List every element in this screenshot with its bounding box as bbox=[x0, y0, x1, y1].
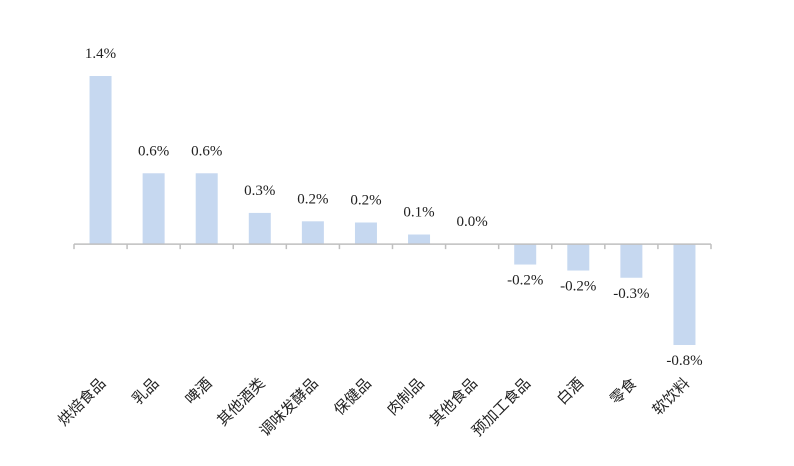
x-tick-label: 肉制品 bbox=[384, 375, 428, 419]
x-tick-label: 啤酒 bbox=[182, 375, 215, 408]
bar bbox=[620, 244, 643, 278]
x-tick-label: 其他酒类 bbox=[214, 375, 268, 429]
data-label: 0.1% bbox=[403, 205, 434, 221]
data-label: 0.6% bbox=[138, 143, 169, 159]
data-label: -0.2% bbox=[560, 279, 596, 295]
x-tick-label: 烘焙食品 bbox=[55, 375, 109, 429]
data-label: 0.2% bbox=[350, 193, 381, 209]
x-tick-label: 调味发酵品 bbox=[257, 375, 322, 440]
x-tick-label: 保健品 bbox=[331, 375, 375, 419]
x-tick-label: 乳品 bbox=[129, 375, 162, 408]
x-tick-label: 零食 bbox=[607, 375, 640, 408]
data-label: -0.2% bbox=[507, 273, 543, 289]
x-tick-label: 软饮料 bbox=[649, 375, 693, 419]
bar bbox=[673, 244, 696, 345]
data-label: -0.3% bbox=[613, 286, 649, 302]
bar bbox=[301, 221, 324, 245]
data-label: 0.3% bbox=[244, 183, 275, 199]
bar bbox=[142, 173, 165, 245]
x-tick-label: 其他食品 bbox=[426, 375, 480, 429]
bar bbox=[514, 244, 537, 265]
data-label: 0.6% bbox=[191, 143, 222, 159]
x-tick-label: 白酒 bbox=[554, 375, 587, 408]
x-tick-label: 预加工食品 bbox=[469, 375, 534, 440]
data-label: 1.4% bbox=[85, 46, 116, 62]
data-label: 0.2% bbox=[297, 191, 328, 207]
bar bbox=[567, 244, 590, 271]
bar bbox=[354, 222, 377, 245]
bar bbox=[195, 173, 218, 245]
data-label: 0.0% bbox=[457, 214, 488, 230]
bar bbox=[408, 234, 431, 245]
data-label: -0.8% bbox=[666, 353, 702, 369]
bar bbox=[248, 212, 271, 245]
bar bbox=[89, 76, 112, 245]
